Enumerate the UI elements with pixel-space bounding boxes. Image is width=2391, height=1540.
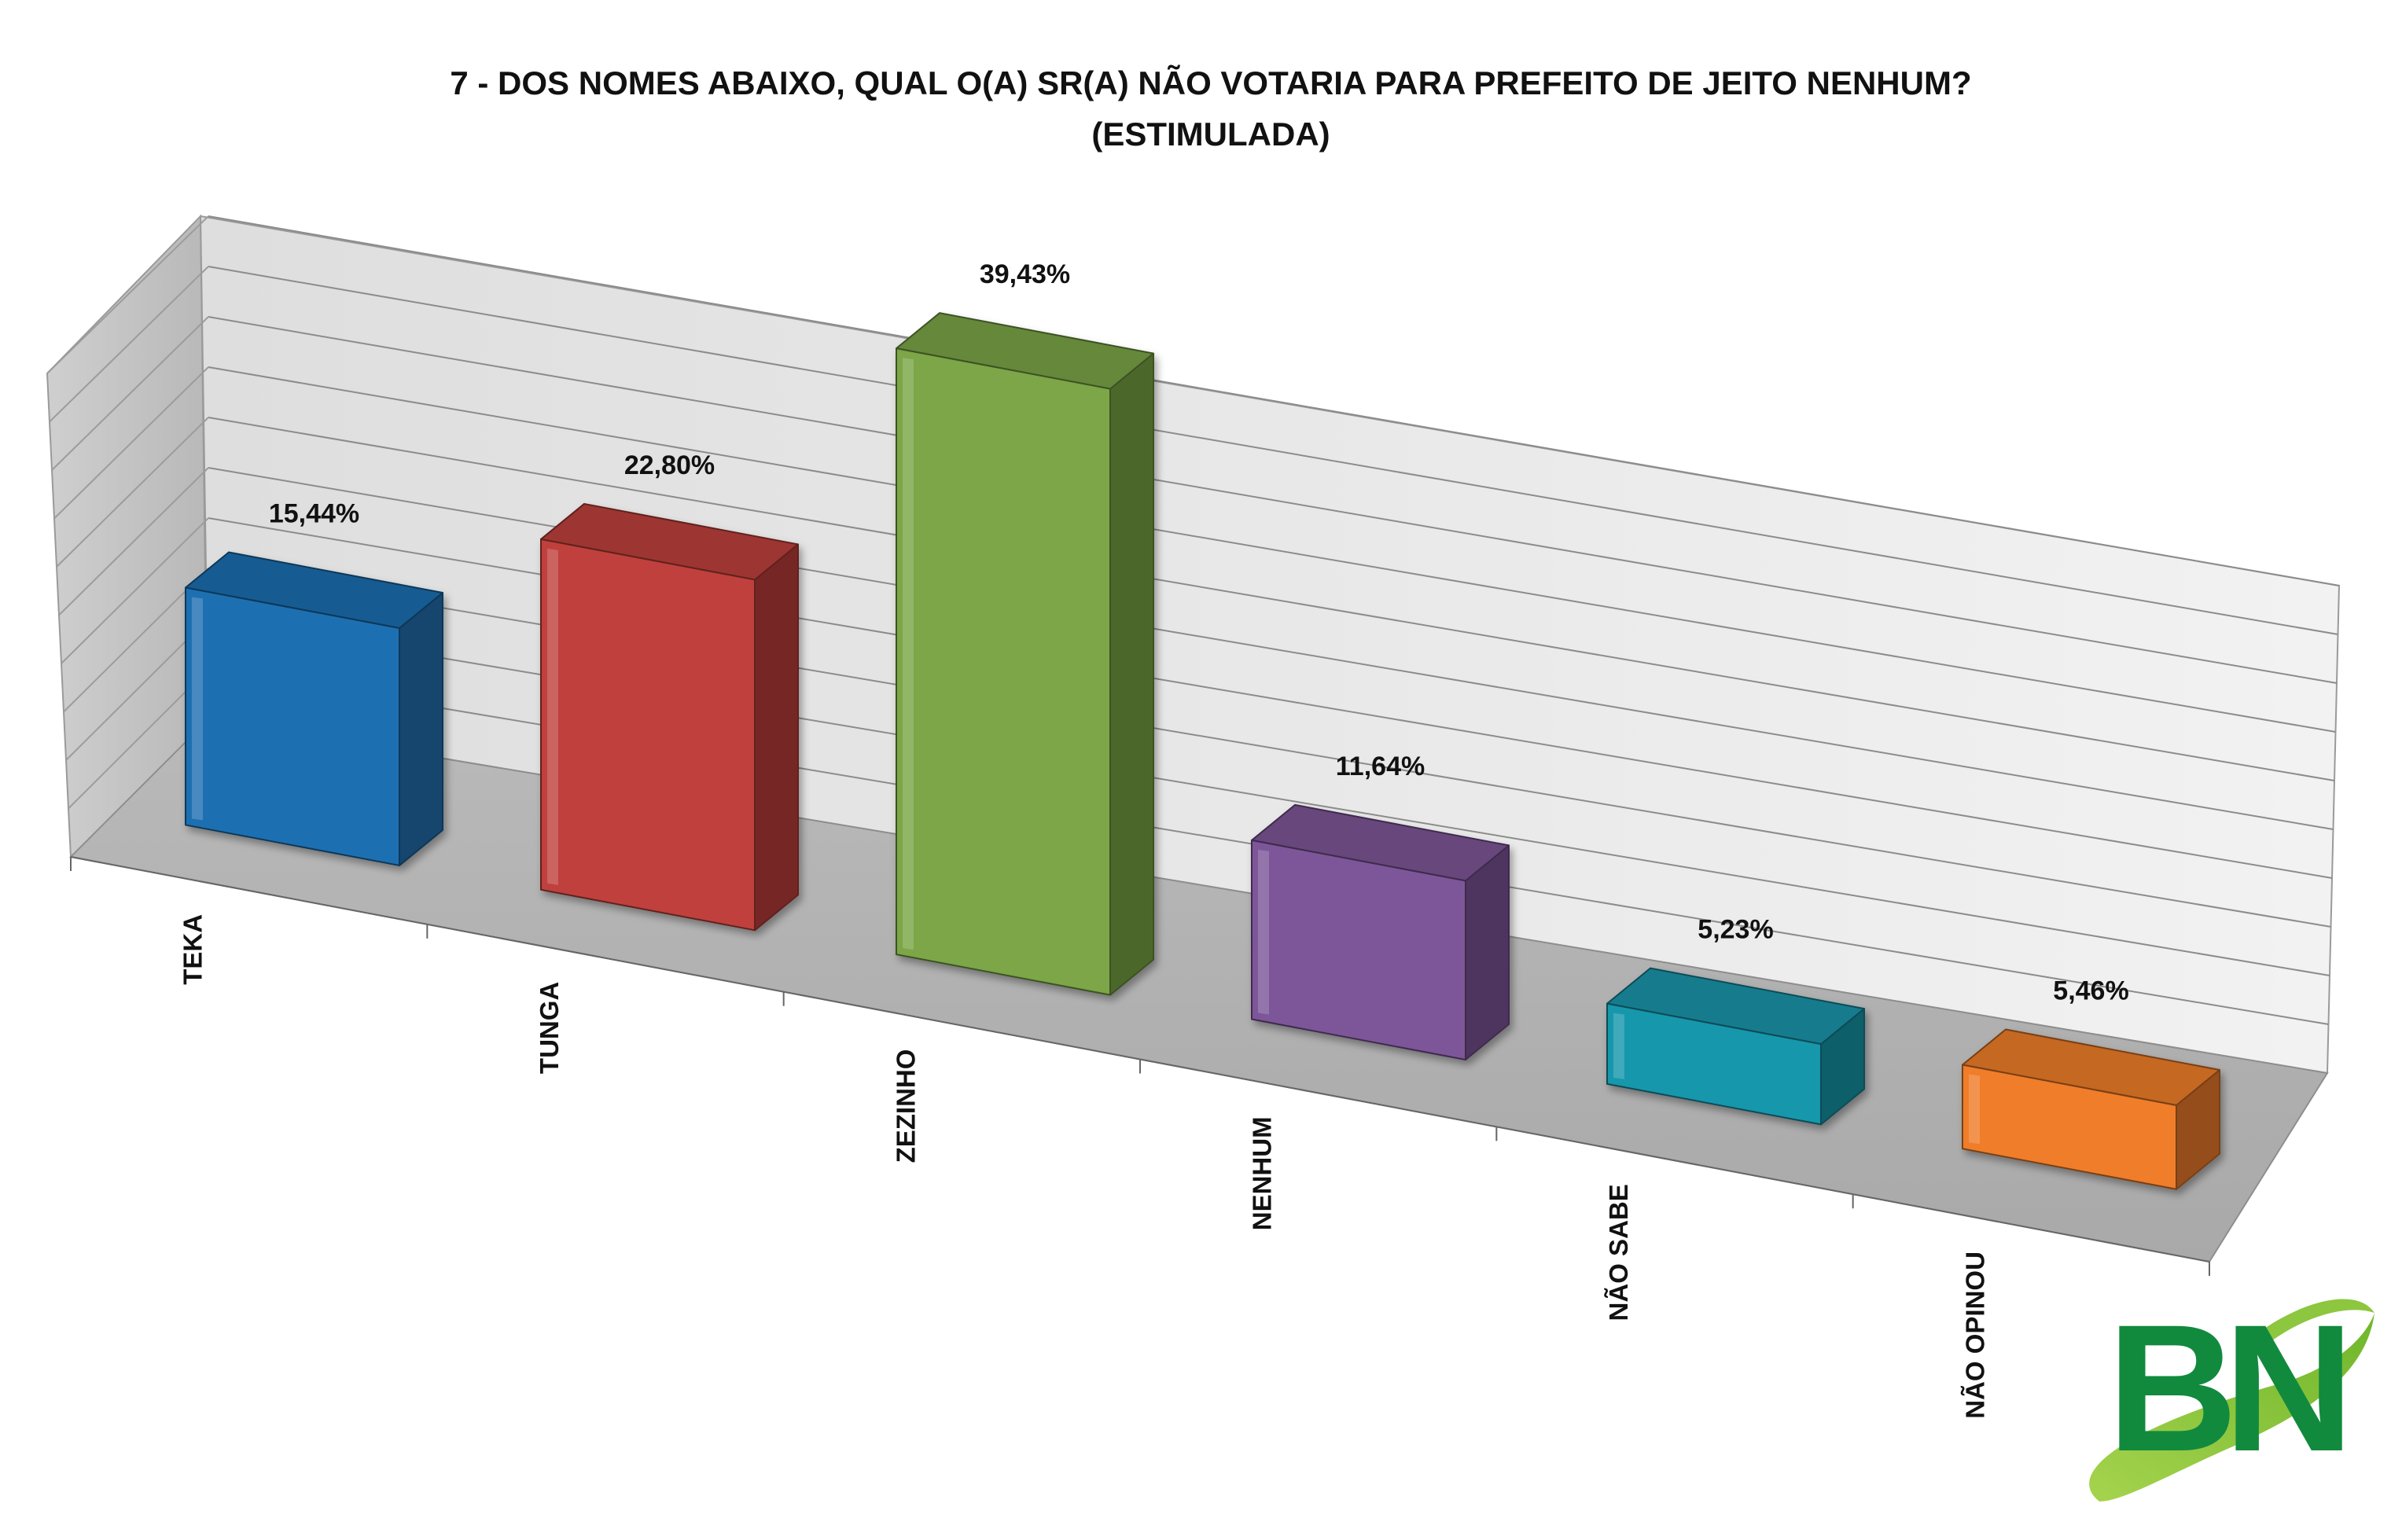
bar-front bbox=[185, 586, 400, 866]
value-label: 5,23% bbox=[1698, 915, 1773, 945]
value-label: 15,44% bbox=[269, 498, 359, 528]
x-axis-ticks bbox=[70, 857, 2210, 1276]
bar-front bbox=[540, 538, 756, 932]
gridline bbox=[208, 366, 2336, 733]
category-labels: TEKA TUNGA ZEZINHO NENHUM NÃO SABE NÃO OPINOU bbox=[178, 914, 1990, 1419]
gridline bbox=[208, 417, 2335, 781]
gridline bbox=[208, 215, 2340, 586]
bar-front bbox=[1251, 839, 1466, 1061]
bar-highlight bbox=[1613, 1013, 1624, 1079]
bar-front bbox=[1606, 1002, 1822, 1126]
bar-side bbox=[399, 591, 443, 866]
bar-side bbox=[754, 543, 799, 932]
gridline-side bbox=[65, 618, 209, 761]
value-label: 11,64% bbox=[1336, 752, 1425, 781]
logo-text: BN bbox=[2107, 1287, 2342, 1489]
gridline bbox=[208, 316, 2338, 684]
category-label: NENHUM bbox=[1248, 1116, 1277, 1230]
gridline-side bbox=[56, 417, 209, 568]
category-label: ZEZINHO bbox=[891, 1049, 920, 1163]
logo-swoosh-top bbox=[2264, 1299, 2374, 1340]
bar-highlight bbox=[903, 358, 914, 950]
value-label: 5,46% bbox=[2053, 976, 2128, 1005]
bars bbox=[185, 312, 2220, 1190]
category-label: NÃO OPINOU bbox=[1960, 1251, 1989, 1419]
bar-6 bbox=[1962, 1028, 2220, 1190]
gridline-side bbox=[51, 316, 209, 471]
category-label: NÃO SABE bbox=[1604, 1184, 1633, 1321]
bar-1 bbox=[185, 551, 443, 866]
value-labels: 15,44% 22,80% 39,43% 11,64% 5,23% 5,46% bbox=[269, 259, 2129, 1005]
gridline-side bbox=[49, 266, 209, 423]
bn-logo: BN bbox=[2089, 1287, 2374, 1501]
bar-4 bbox=[1251, 803, 1510, 1061]
bar-highlight bbox=[1258, 849, 1269, 1015]
gridline-side bbox=[61, 517, 209, 664]
category-label: TEKA bbox=[178, 914, 208, 985]
gridline-side bbox=[58, 467, 209, 616]
chart-title: 7 - DOS NOMES ABAIXO, QUAL O(A) SR(A) NÃ… bbox=[450, 64, 1971, 101]
bar-side bbox=[1109, 352, 1154, 996]
bar-highlight bbox=[192, 597, 203, 821]
value-label: 22,80% bbox=[624, 450, 715, 480]
chart-subtitle: (ESTIMULADA) bbox=[1091, 116, 1330, 153]
category-label: TUNGA bbox=[535, 982, 564, 1074]
bar-2 bbox=[540, 502, 799, 932]
value-label: 39,43% bbox=[980, 259, 1070, 289]
gridline bbox=[208, 266, 2338, 635]
bar-5 bbox=[1606, 967, 1865, 1126]
gridline-side bbox=[63, 568, 209, 713]
bar-highlight bbox=[1969, 1074, 1980, 1145]
bar-front bbox=[1962, 1064, 2177, 1190]
bar-3 bbox=[896, 312, 1154, 996]
gridline-side bbox=[46, 215, 209, 374]
bar-front bbox=[896, 347, 1111, 996]
gridline-side bbox=[53, 366, 209, 520]
bar-side bbox=[1465, 844, 1510, 1061]
logo-swoosh bbox=[2089, 1313, 2374, 1501]
bar-highlight bbox=[547, 548, 558, 885]
